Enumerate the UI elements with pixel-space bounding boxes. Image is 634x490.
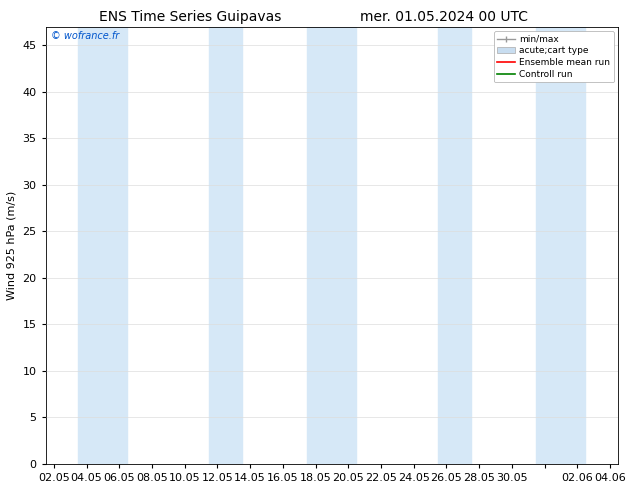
Bar bbox=[438, 26, 471, 464]
Y-axis label: Wind 925 hPa (m/s): Wind 925 hPa (m/s) bbox=[7, 191, 17, 300]
Bar bbox=[79, 26, 127, 464]
Text: ENS Time Series Guipavas: ENS Time Series Guipavas bbox=[99, 10, 281, 24]
Bar bbox=[209, 26, 242, 464]
Bar bbox=[536, 26, 585, 464]
Text: mer. 01.05.2024 00 UTC: mer. 01.05.2024 00 UTC bbox=[360, 10, 527, 24]
Text: © wofrance.fr: © wofrance.fr bbox=[51, 31, 120, 41]
Legend: min/max, acute;cart type, Ensemble mean run, Controll run: min/max, acute;cart type, Ensemble mean … bbox=[494, 31, 614, 82]
Bar bbox=[307, 26, 356, 464]
